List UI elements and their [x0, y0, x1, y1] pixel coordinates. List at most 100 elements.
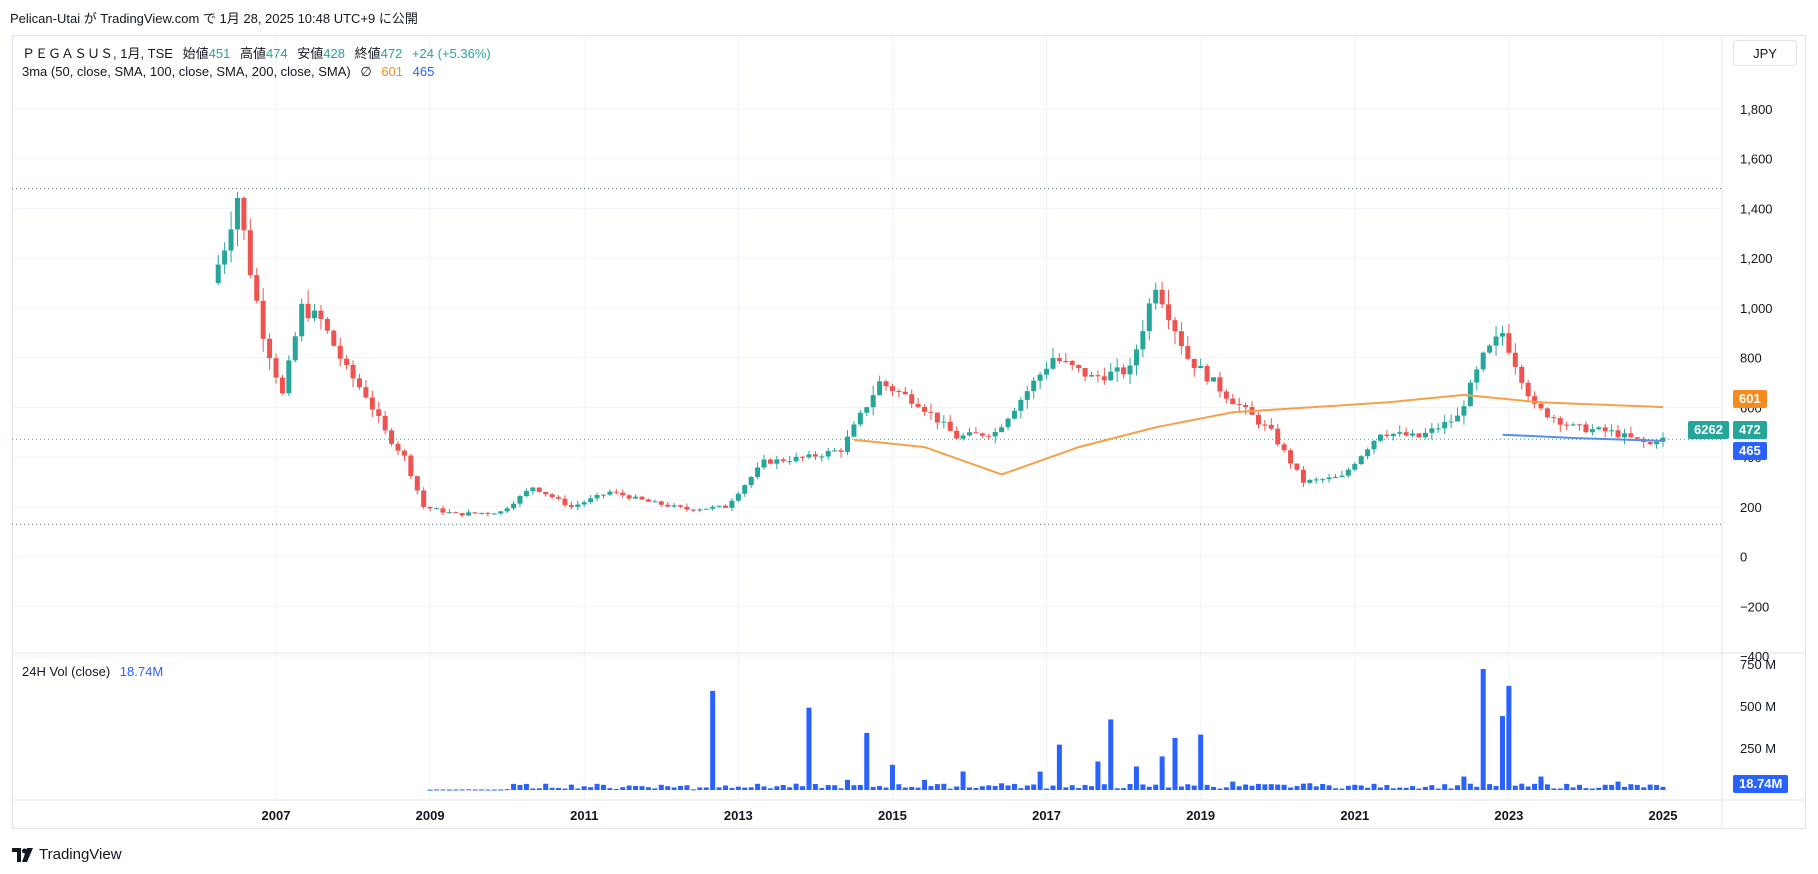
volume-bar — [607, 788, 613, 790]
candle-body — [222, 250, 228, 265]
volume-bars — [427, 669, 1666, 791]
candle-body — [941, 421, 947, 423]
volume-bar — [498, 789, 504, 791]
candle-body — [1506, 333, 1512, 353]
candle-body — [922, 406, 928, 412]
candle-body — [472, 512, 478, 514]
candle-body — [870, 395, 876, 408]
volume-bar — [1268, 784, 1274, 790]
candle-body — [1217, 377, 1223, 392]
candle-body — [1583, 424, 1589, 433]
candle-body — [1230, 398, 1236, 405]
time-tick-label: 2025 — [1649, 808, 1678, 823]
candle-body — [896, 391, 902, 393]
candle-body — [639, 496, 645, 500]
candle-body — [575, 504, 581, 507]
volume-bar — [517, 784, 523, 790]
candle-body — [286, 360, 292, 394]
candle-body — [517, 495, 523, 504]
volume-bar — [1339, 788, 1345, 790]
candle-body — [369, 397, 375, 410]
volume-bar — [1281, 784, 1287, 790]
volume-bar — [1076, 788, 1082, 790]
volume-bar — [1089, 786, 1095, 790]
volume-bar — [562, 788, 568, 790]
symbol-name[interactable]: ＰＥＧＡＳＵＳ, 1月, TSE — [22, 46, 173, 61]
volume-label[interactable]: 24H Vol (close) — [22, 664, 111, 679]
volume-bar — [1352, 784, 1358, 790]
candle-body — [999, 427, 1005, 432]
volume-bar — [755, 783, 761, 790]
volume-bar — [1583, 788, 1589, 790]
volume-bar — [735, 786, 741, 790]
price-tick-label: −200 — [1740, 599, 1769, 614]
ma-label[interactable]: 3ma (50, close, SMA, 100, close, SMA, 20… — [22, 64, 351, 79]
candle-body — [1114, 367, 1120, 372]
volume-bar — [639, 786, 645, 790]
volume-bar — [645, 787, 651, 790]
volume-bar — [838, 788, 844, 790]
candle-body — [748, 477, 754, 486]
volume-bar — [427, 789, 433, 791]
tradingview-logo[interactable]: TradingView — [12, 846, 122, 863]
candle-body — [1056, 358, 1062, 361]
volume-bar — [652, 788, 658, 790]
time-tick-label: 2013 — [724, 808, 753, 823]
candle-body — [1621, 433, 1627, 438]
candle-body — [1480, 352, 1486, 370]
candle-body — [947, 421, 953, 431]
candle-body — [1255, 414, 1261, 425]
candle-body — [1384, 434, 1390, 437]
volume-bar — [1602, 784, 1608, 790]
candle-body — [716, 505, 722, 507]
candle-body — [1358, 456, 1364, 465]
volume-bar — [1121, 788, 1127, 790]
candle-body — [954, 430, 960, 439]
volume-bar — [549, 787, 555, 790]
volume-bar — [1333, 788, 1339, 790]
candle-body — [1403, 432, 1409, 436]
candle-body — [665, 504, 671, 507]
candle-body — [1654, 441, 1660, 445]
candle-body — [1596, 427, 1602, 430]
candle-body — [324, 318, 330, 331]
candle-body — [241, 197, 247, 231]
candle-body — [1371, 440, 1377, 450]
candle-body — [684, 506, 690, 510]
candle-body — [1101, 376, 1107, 381]
candle-body — [1262, 424, 1268, 426]
candle-body — [678, 505, 684, 507]
candle-body — [434, 508, 440, 510]
volume-bar — [1275, 784, 1281, 790]
ma200-price-tag: 465 — [1733, 442, 1767, 460]
candle-body — [1044, 368, 1050, 375]
volume-bar — [1641, 787, 1647, 790]
candle-body — [832, 450, 838, 452]
volume-bar — [1654, 784, 1660, 790]
volume-bar — [1480, 669, 1486, 790]
volume-bar — [742, 787, 748, 790]
time-tick-label: 2015 — [878, 808, 907, 823]
countdown-tag: 6262 — [1688, 421, 1729, 439]
volume-bar — [1300, 783, 1306, 790]
volume-bar — [1204, 784, 1210, 790]
candle-body — [1037, 374, 1043, 381]
candle-body — [1660, 437, 1666, 442]
volume-bar — [684, 785, 690, 790]
volume-bar — [440, 789, 446, 791]
candle-body — [312, 310, 318, 319]
volume-bar — [1044, 788, 1050, 790]
volume-bar — [491, 789, 497, 791]
volume-bar — [716, 787, 722, 790]
candle-body — [401, 450, 407, 456]
candle-body — [915, 403, 921, 407]
candle-body — [722, 505, 728, 508]
ma100-value: 601 — [381, 64, 404, 79]
volume-bar — [1127, 784, 1133, 790]
volume-bar — [1512, 785, 1518, 790]
volume-bar — [934, 784, 940, 790]
volume-bar — [1345, 785, 1351, 790]
candle-body — [1448, 421, 1454, 423]
currency-button[interactable]: JPY — [1733, 40, 1797, 66]
